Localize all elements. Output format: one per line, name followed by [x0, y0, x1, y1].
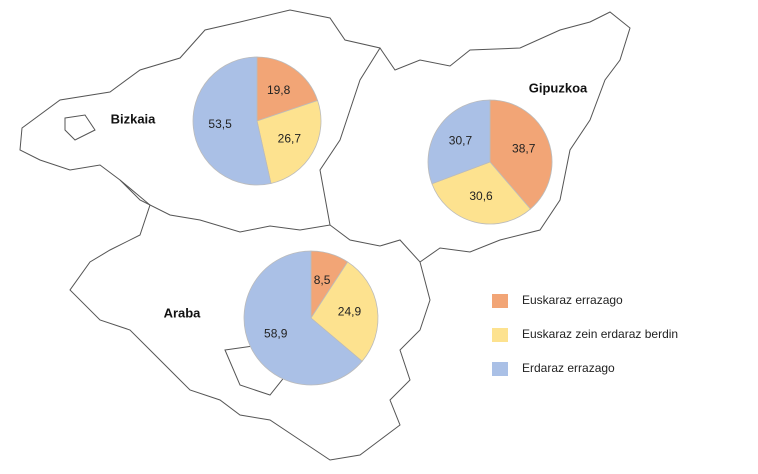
value-label: 38,7: [512, 142, 536, 156]
pie-slice: [310, 261, 379, 362]
pie-slice: [431, 161, 531, 225]
value-label: 8,5: [314, 273, 331, 287]
legend-swatch: [492, 328, 508, 342]
pie-slice: [243, 250, 363, 386]
value-label: 24,9: [338, 305, 362, 319]
legend-label: Euskaraz zein erdaraz berdin: [522, 327, 678, 341]
value-label: 19,8: [267, 83, 291, 97]
pie-slice: [427, 99, 491, 185]
pie-slice: [192, 56, 272, 186]
legend-swatch: [492, 294, 508, 308]
region-label: Gipuzkoa: [529, 80, 588, 95]
map-outline: [19, 9, 631, 461]
legend-swatch: [492, 362, 508, 376]
region-label: Araba: [164, 305, 202, 320]
legend-label: Erdaraz errazago: [522, 361, 615, 375]
legend: Euskaraz errazago Euskaraz zein erdaraz b…: [492, 293, 678, 376]
value-label: 58,9: [264, 327, 288, 341]
region-label: Bizkaia: [111, 111, 157, 126]
pie-slice: [256, 56, 319, 122]
value-label: 26,7: [278, 131, 302, 145]
value-label: 30,7: [449, 134, 473, 148]
pie-slice: [256, 99, 322, 184]
value-label: 53,5: [208, 117, 232, 131]
value-label: 30,6: [469, 189, 493, 203]
legend-label: Euskaraz errazago: [522, 293, 623, 307]
pie-slice: [489, 99, 553, 210]
